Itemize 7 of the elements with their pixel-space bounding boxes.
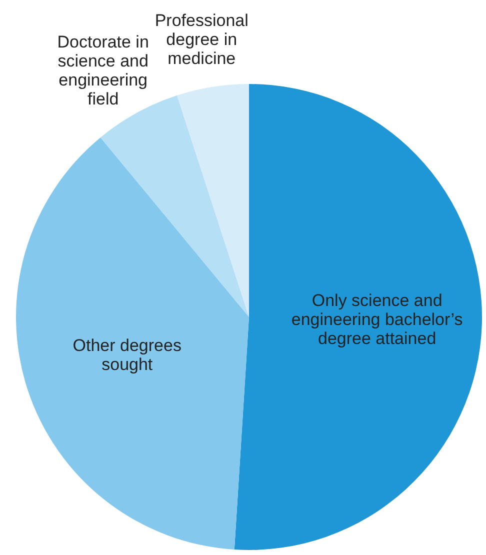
slice-label: Other degrees sought: [72, 336, 182, 375]
slice-label: Professional degree in medicine: [154, 11, 248, 68]
pie-slice: [177, 84, 249, 317]
pie-slice: [234, 84, 482, 550]
slice-label: Doctorate in science and engineering field: [57, 32, 149, 109]
slice-label: Only science and engineering bachelor’s degree attained: [291, 292, 463, 349]
pie-slice: [16, 137, 249, 550]
